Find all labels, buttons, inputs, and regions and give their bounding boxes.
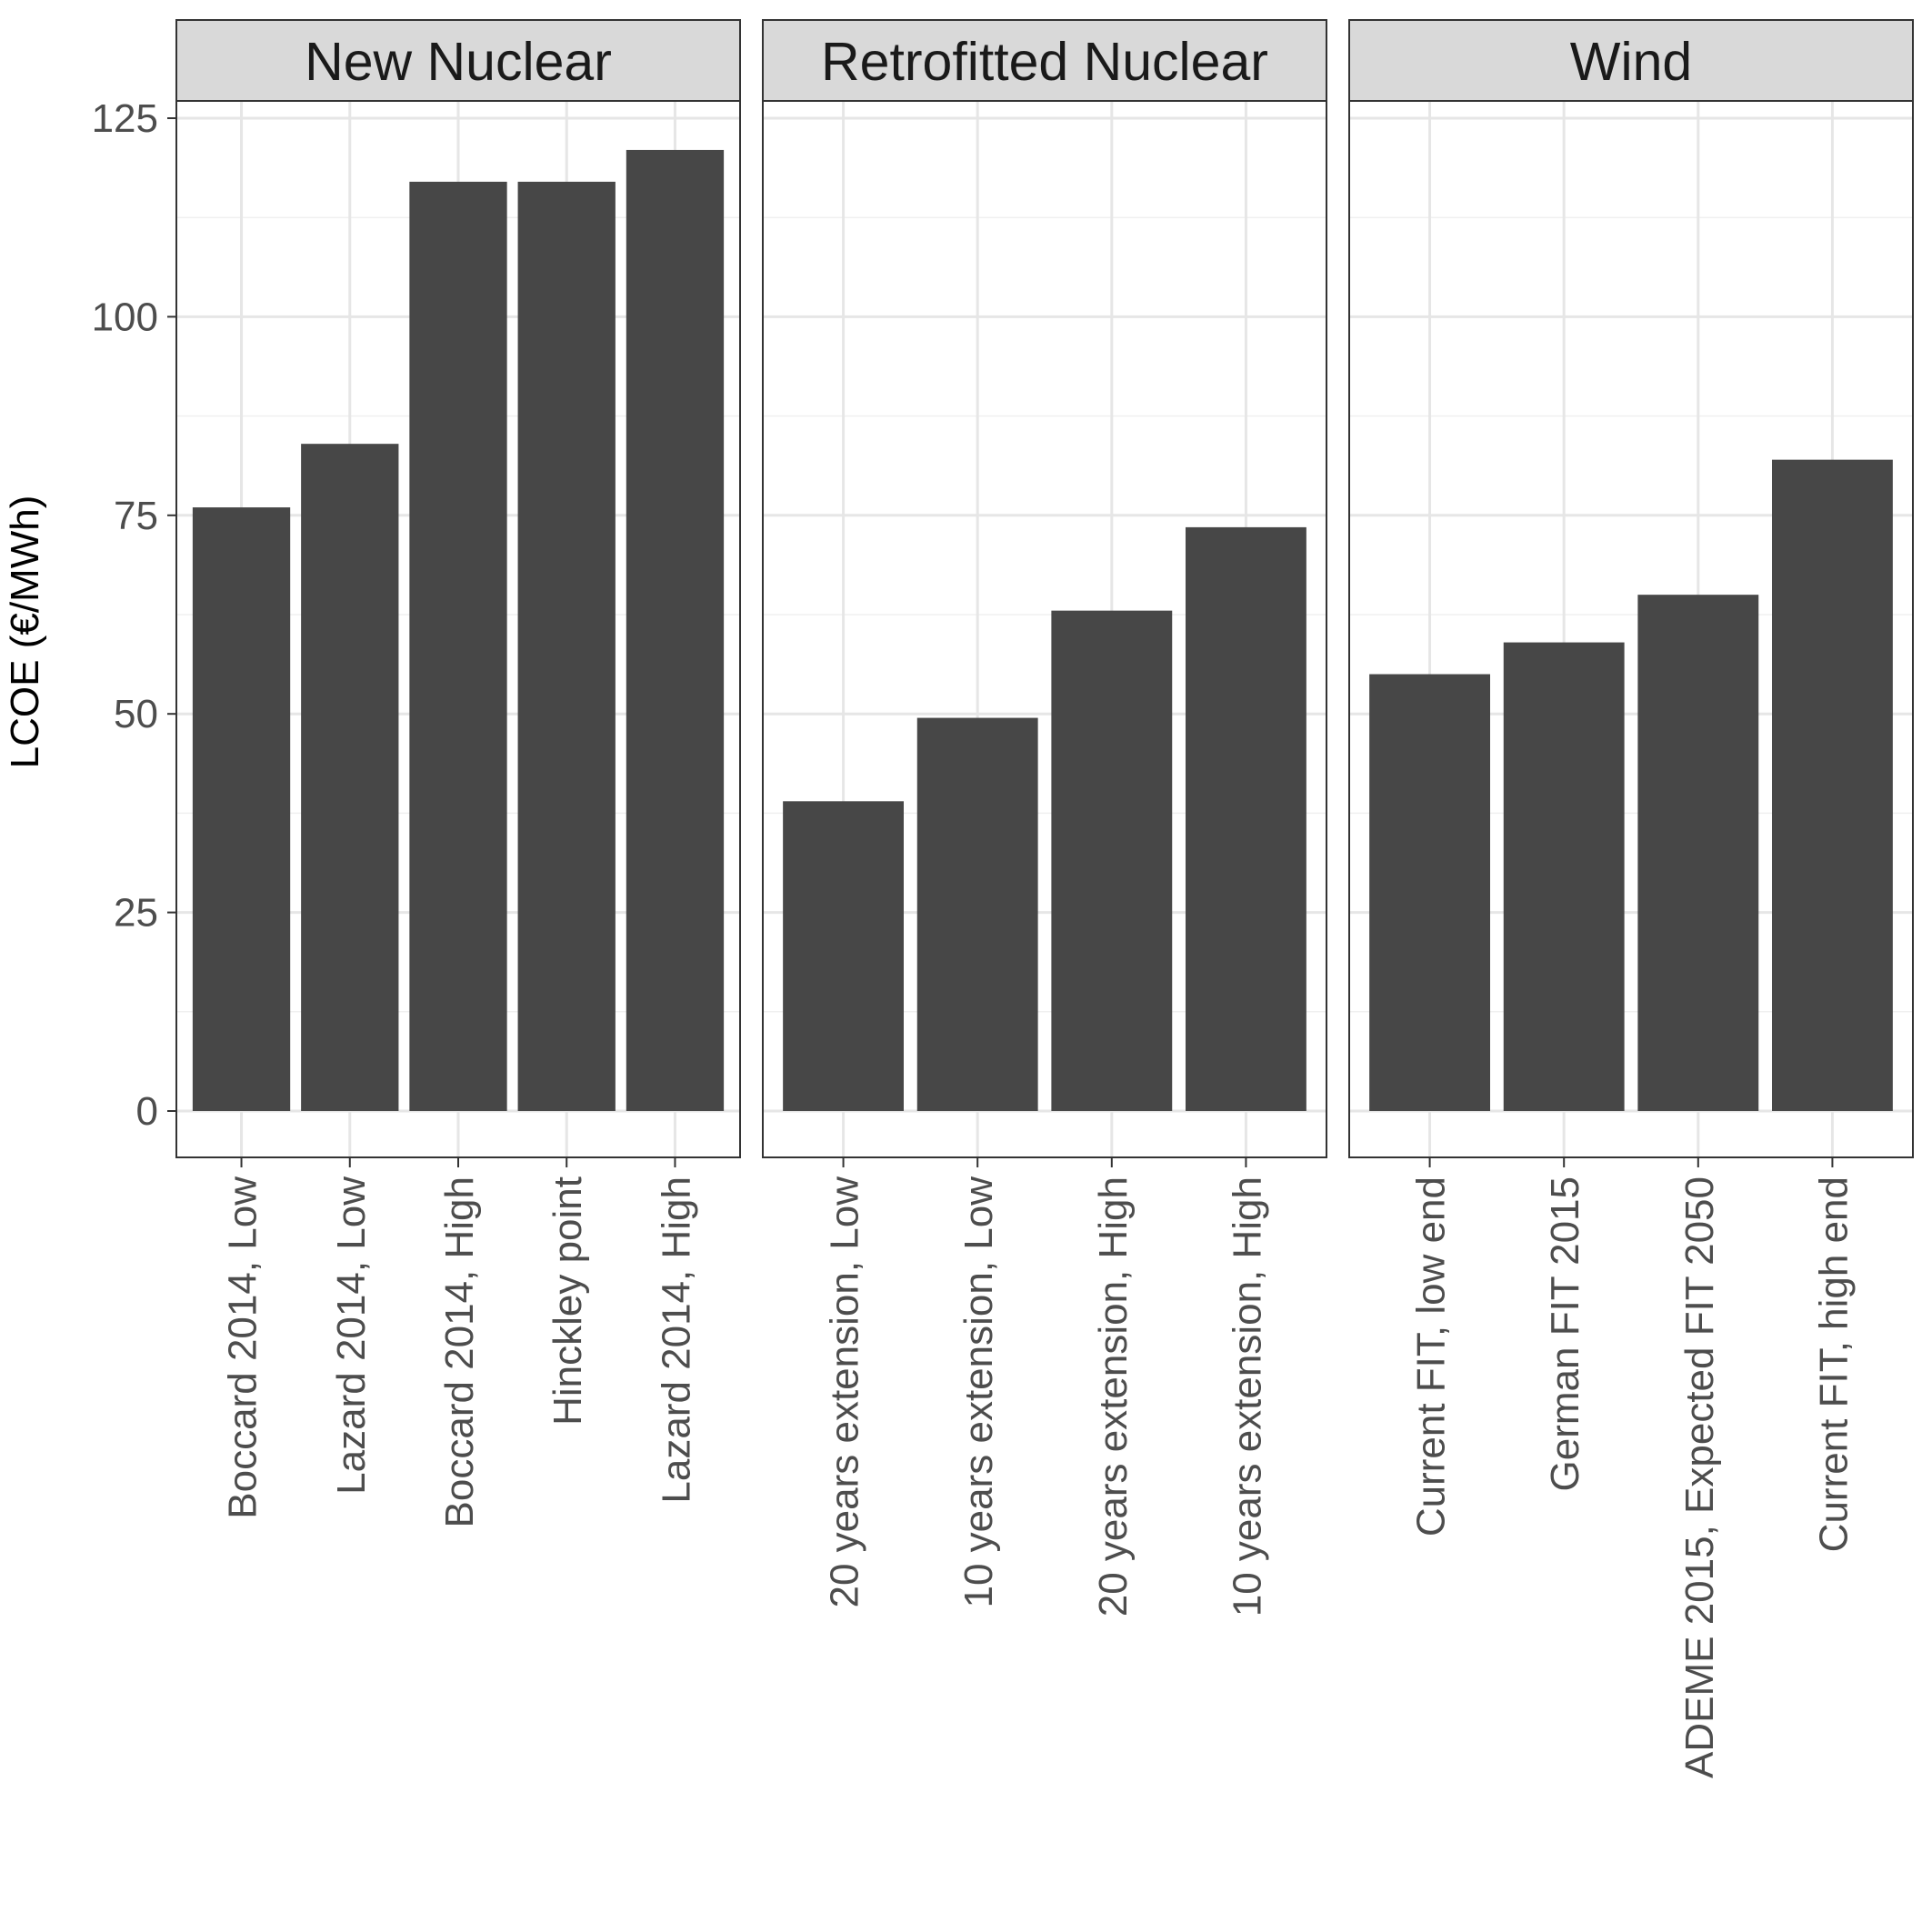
y-axis: 0 25 50 75 100 125 (92, 96, 176, 1134)
x-tick-label: Lazard 2014, Low (329, 1176, 374, 1495)
bar (301, 444, 399, 1111)
y-axis-title: LCOE (€/MWh) (3, 496, 47, 769)
bar (409, 181, 507, 1111)
bar (1186, 526, 1306, 1111)
panel-wind: Wind Current FIT, low end German FIT 2015 A… (1348, 19, 1914, 1778)
y-tick-label: 75 (114, 494, 158, 538)
bar (1637, 595, 1759, 1111)
bar (783, 801, 904, 1111)
bar (1503, 642, 1625, 1111)
bar (192, 507, 291, 1111)
x-tick-label: Lazard 2014, High (654, 1176, 698, 1504)
bar (626, 149, 725, 1112)
bar (1369, 674, 1490, 1111)
facet-title: Retrofitted Nuclear (821, 32, 1268, 92)
y-tick-label: 125 (92, 96, 158, 141)
panel-new-nuclear: New Nuclear Boccard 2014, Low Lazard 2014,… (175, 19, 741, 1527)
x-tick-label: Hinckley point (546, 1176, 590, 1426)
facet-strip (762, 19, 1327, 102)
x-tick-label: Boccard 2014, Low (221, 1176, 265, 1519)
facet-strip (1348, 19, 1914, 102)
bar (1051, 610, 1173, 1111)
bar (916, 717, 1038, 1111)
y-tick-label: 0 (136, 1089, 158, 1134)
facet-title: New Nuclear (305, 32, 612, 92)
x-tick-label: German FIT 2015 (1543, 1176, 1587, 1491)
bar (1772, 459, 1893, 1111)
y-tick-label: 100 (92, 295, 158, 339)
facet-title: Wind (1570, 32, 1692, 92)
x-tick-label: 20 years extension, High (1091, 1176, 1136, 1617)
panel-border (1348, 100, 1914, 1158)
y-tick-label: 25 (114, 891, 158, 936)
x-tick-label: 10 years extension, Low (956, 1176, 1001, 1608)
panel-retrofitted-nuclear: Retrofitted Nuclear 20 years extension, L… (762, 19, 1327, 1617)
y-tick-label: 50 (114, 692, 158, 736)
x-tick-label: Current FIT, low end (1409, 1176, 1454, 1537)
bar (517, 181, 616, 1111)
x-tick-label: ADEME 2015, Expected FIT 2050 (1677, 1176, 1722, 1778)
x-tick-label: Current FIT, high end (1811, 1176, 1856, 1552)
x-tick-label: 10 years extension, High (1225, 1176, 1269, 1617)
x-tick-label: Boccard 2014, High (437, 1176, 482, 1527)
panel-border (762, 100, 1327, 1158)
x-tick-label: 20 years extension, Low (823, 1176, 867, 1608)
chart-panels: New Nuclear Boccard 2014, Low Lazard 2014,… (175, 19, 1914, 1778)
